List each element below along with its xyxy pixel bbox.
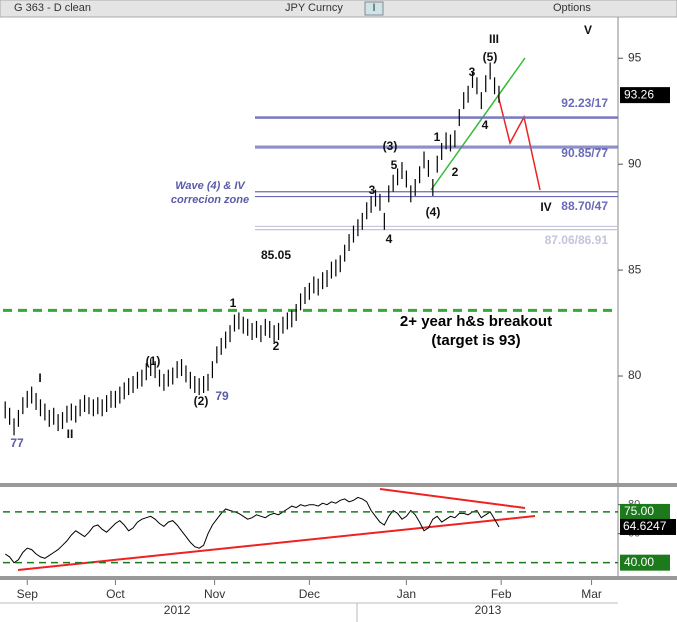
- options[interactable]: Options: [553, 2, 591, 14]
- annotation: 2: [452, 165, 459, 179]
- annotation: (3): [383, 139, 398, 153]
- panel-divider: [0, 483, 677, 487]
- annotation: V: [584, 23, 592, 37]
- security[interactable]: JPY Curncy: [285, 2, 343, 14]
- y-tick-label: 80: [628, 368, 642, 382]
- annotation: correcion zone: [171, 194, 249, 206]
- x-tick-label: Sep: [17, 587, 39, 601]
- y-tick-label: 90: [628, 156, 642, 170]
- annotation: 4: [482, 118, 489, 132]
- x-tick-label: Mar: [581, 587, 602, 601]
- last-price-box: [620, 87, 670, 104]
- level-label: 88.70/47: [561, 199, 608, 213]
- toolbar: [0, 0, 677, 18]
- rsi-level-label: 40.00: [624, 555, 654, 569]
- annotation: 79: [215, 389, 229, 403]
- toolbar-title: G 363 - D clean: [14, 2, 91, 14]
- annotation: Wave (4) & IV: [175, 180, 246, 192]
- rsi-trendline: [379, 488, 526, 509]
- annotation: (target is 93): [431, 332, 520, 349]
- rsi-last: 64.6247: [623, 519, 667, 533]
- button[interactable]: [364, 1, 384, 16]
- annotation: III: [489, 32, 499, 46]
- annotation: (2): [194, 394, 209, 408]
- panel-divider: [0, 576, 677, 580]
- annotation: 4: [386, 232, 393, 246]
- annotation: 77: [10, 436, 24, 450]
- annotation: (1): [146, 354, 161, 368]
- rsi-trendline: [17, 515, 536, 571]
- x-tick-label: Oct: [106, 587, 125, 601]
- rsi-level-box: [620, 554, 670, 571]
- level-label: 87.06/86.91: [545, 233, 609, 247]
- projection: [497, 94, 541, 191]
- last-price: 93.26: [624, 87, 654, 101]
- y-tick-label: 95: [628, 50, 642, 64]
- rsi-level-box: [620, 503, 670, 520]
- x-tick-label: Nov: [204, 587, 225, 601]
- annotation: 5: [391, 158, 398, 172]
- annotation: (4): [426, 205, 441, 219]
- annotation: 2: [273, 339, 280, 353]
- year-label: 2013: [475, 603, 502, 617]
- trendline: [430, 57, 526, 191]
- annotation: 85.05: [261, 248, 291, 262]
- x-tick-label: Jan: [397, 587, 416, 601]
- rsi-level-label: 75.00: [624, 504, 654, 518]
- annotation: 1: [230, 296, 237, 310]
- annotation: 2+ year h&s breakout: [400, 313, 552, 330]
- annotation: 3: [469, 65, 476, 79]
- x-tick-label: Dec: [299, 587, 320, 601]
- level-label: 90.85/77: [561, 146, 608, 160]
- annotation: II: [67, 427, 74, 441]
- annotation: 3: [369, 183, 376, 197]
- rsi-last-box: [620, 518, 676, 535]
- annotation: (5): [483, 50, 498, 64]
- x-tick-label: Feb: [491, 587, 512, 601]
- annotation: 1: [434, 130, 441, 144]
- button-label[interactable]: I: [372, 2, 375, 14]
- year-label: 2012: [164, 603, 191, 617]
- level-label: 92.23/17: [561, 96, 608, 110]
- y-tick-label: 85: [628, 262, 642, 276]
- rsi-line: [4, 496, 500, 564]
- annotation: I: [38, 371, 41, 385]
- annotation: IV: [540, 200, 551, 214]
